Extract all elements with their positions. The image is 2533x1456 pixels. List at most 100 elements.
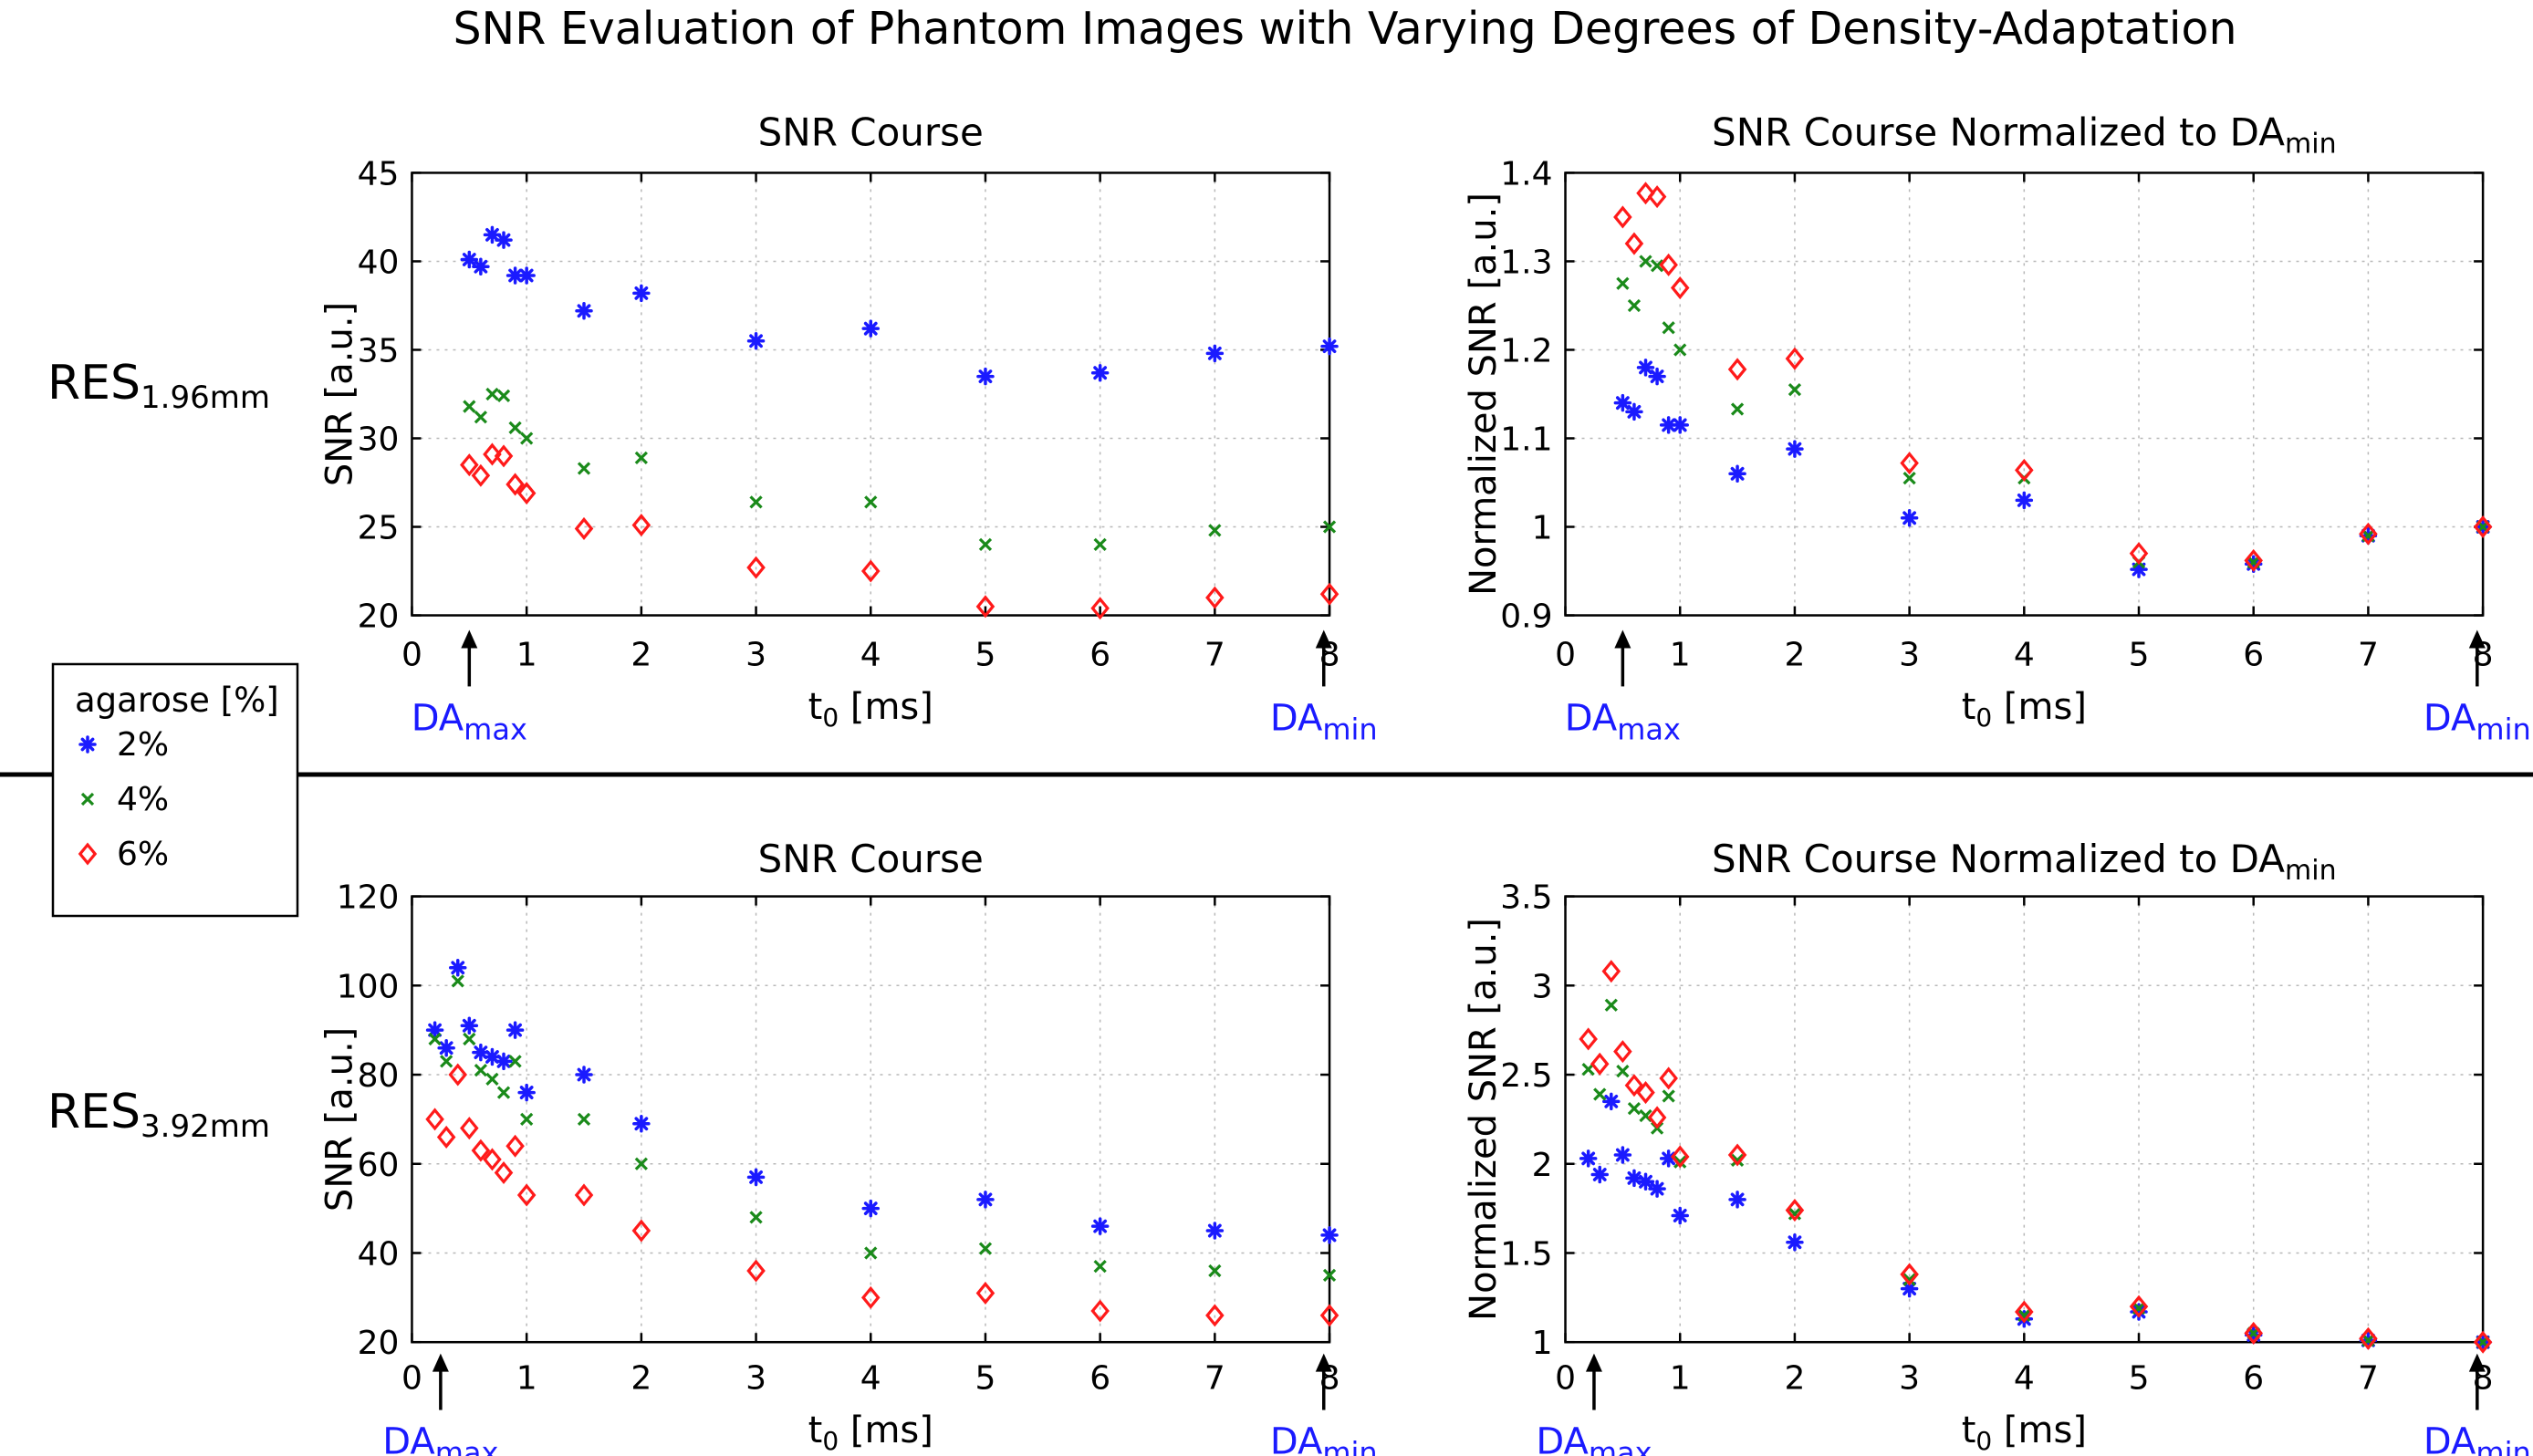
legend-marker-x xyxy=(80,792,95,806)
data-point xyxy=(494,1161,514,1185)
data-point xyxy=(1208,524,1222,537)
da-max-arrow-icon xyxy=(432,1353,449,1372)
da-min-label: DAmin xyxy=(2424,697,2531,746)
x-tick-label: 4 xyxy=(860,636,881,673)
da-max-arrow-icon xyxy=(461,629,478,649)
data-point xyxy=(632,284,651,303)
chart-title-da: DA xyxy=(2230,837,2286,881)
x-tick-label: 6 xyxy=(2243,636,2264,673)
data-point xyxy=(978,537,993,552)
data-point xyxy=(448,959,467,977)
x-axis-label: t0 [ms] xyxy=(1962,1409,2087,1456)
x-tick-label: 2 xyxy=(631,1360,651,1398)
data-point xyxy=(1662,1089,1675,1103)
data-point xyxy=(496,1086,511,1099)
data-point xyxy=(1624,232,1644,255)
series-4pct xyxy=(463,387,1337,552)
series-2pct xyxy=(460,225,1339,386)
data-point xyxy=(506,266,525,285)
y-tick-label: 100 xyxy=(337,968,400,1005)
x-tick-label: 5 xyxy=(2129,636,2150,673)
data-point xyxy=(976,367,995,386)
data-point xyxy=(2244,1321,2263,1345)
data-point xyxy=(2015,491,2034,510)
data-point xyxy=(631,1219,651,1243)
x-tick-label: 0 xyxy=(1555,1360,1576,1398)
chart-title-text: SNR Course Normalized to xyxy=(1712,837,2230,881)
y-tick-label: 30 xyxy=(358,421,400,458)
data-point xyxy=(1902,472,1916,485)
data-point xyxy=(1900,509,1919,527)
data-point xyxy=(516,1183,537,1207)
data-point xyxy=(1900,1263,1919,1286)
data-point xyxy=(1205,344,1225,363)
x-tick-label: 3 xyxy=(745,1360,766,1398)
x-axis-label-unit: [ms] xyxy=(1992,686,2087,728)
data-point xyxy=(2359,522,2378,546)
y-tick-label: 60 xyxy=(358,1147,400,1184)
series-6pct xyxy=(460,442,1339,620)
y-tick-label: 1.5 xyxy=(1500,1235,1552,1273)
x-axis-label-sub: 0 xyxy=(1975,1426,1992,1456)
data-point xyxy=(1624,1074,1644,1097)
data-point xyxy=(1785,1199,1805,1222)
da-min-label-main: DA xyxy=(1270,697,1323,739)
data-point xyxy=(861,1199,880,1218)
da-max-label: DAmax xyxy=(1536,1421,1652,1456)
data-point xyxy=(1205,1222,1225,1240)
data-point xyxy=(437,1038,455,1057)
series-4pct xyxy=(1616,255,2490,569)
y-tick-label: 40 xyxy=(358,1235,400,1273)
data-point xyxy=(1728,1191,1746,1209)
data-point xyxy=(2015,1300,2034,1324)
data-point xyxy=(520,1112,534,1127)
da-max-label-main: DA xyxy=(1536,1421,1589,1456)
x-tick-label: 1 xyxy=(516,636,537,673)
row-label-1-main: RES xyxy=(47,356,141,411)
figure-title: SNR Evaluation of Phantom Images with Va… xyxy=(453,3,2236,55)
data-point xyxy=(1320,337,1339,356)
x-tick-label: 3 xyxy=(1899,636,1920,673)
y-axis-label: Normalized SNR [a.u.] xyxy=(1463,918,1505,1321)
data-point xyxy=(1673,343,1687,357)
chart-title: SNR Course Normalized to DAmin xyxy=(1712,109,2337,160)
da-min-label-main: DA xyxy=(1270,1421,1323,1456)
data-point xyxy=(1093,1260,1107,1274)
da-max-label-sub: max xyxy=(464,712,527,746)
data-point xyxy=(1205,1304,1225,1327)
data-point xyxy=(440,1055,453,1068)
data-point xyxy=(2015,458,2034,482)
chart-title-sub: min xyxy=(2285,855,2337,887)
data-point xyxy=(1613,1040,1632,1064)
series-6pct xyxy=(425,1063,1339,1327)
data-point xyxy=(1616,1064,1630,1078)
da-max-arrow-icon xyxy=(1614,629,1631,649)
da-min-label: DAmin xyxy=(1270,1421,1378,1456)
da-max-label-main: DA xyxy=(412,697,464,739)
x-tick-label: 6 xyxy=(1089,1360,1110,1398)
y-tick-label: 3.5 xyxy=(1500,879,1552,917)
data-point xyxy=(746,556,766,579)
chart-title-text: SNR Course Normalized to xyxy=(1712,109,2230,154)
da-min-label-main: DA xyxy=(2424,1421,2476,1456)
x-tick-label: 1 xyxy=(1670,636,1691,673)
data-point xyxy=(483,442,502,466)
y-tick-label: 2.5 xyxy=(1500,1057,1552,1095)
data-point xyxy=(1730,402,1745,416)
data-point xyxy=(495,231,513,249)
series-2pct xyxy=(425,959,1339,1244)
data-point xyxy=(1785,347,1805,370)
row-label-2-sub: 3.92mm xyxy=(141,1108,270,1145)
data-point xyxy=(1670,276,1690,300)
data-point xyxy=(575,302,593,320)
data-point xyxy=(1579,1027,1598,1051)
data-point xyxy=(975,595,995,619)
data-point xyxy=(1727,358,1747,381)
data-point xyxy=(1671,1206,1689,1225)
data-point xyxy=(1613,1146,1632,1164)
data-point xyxy=(577,1112,591,1127)
data-point xyxy=(749,1211,763,1224)
data-point xyxy=(1322,520,1337,534)
